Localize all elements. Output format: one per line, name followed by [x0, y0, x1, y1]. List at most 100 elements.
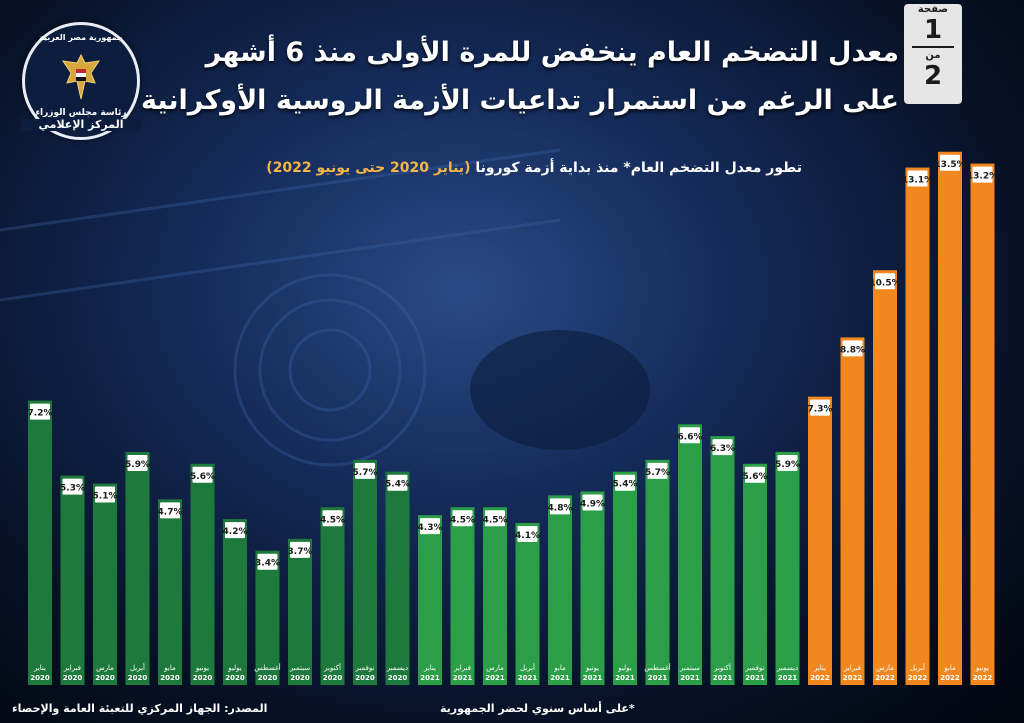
footnote: *على أساس سنوي لحضر الجمهورية [440, 702, 635, 715]
value-label-box-12 [387, 474, 408, 491]
value-label-20: 5.7% [645, 468, 670, 478]
value-label-box-10 [322, 510, 343, 527]
month-label-21: سبتمبر [679, 664, 700, 672]
bar-20 [645, 459, 670, 685]
year-label-1: 2020 [30, 674, 50, 682]
value-label-24: 5.9% [775, 460, 800, 470]
value-label-box-28 [907, 170, 928, 187]
bar-29 [938, 151, 962, 685]
month-label-26: فبراير [843, 664, 861, 672]
month-label-9: سبتمبر [289, 664, 310, 672]
month-label-16: أبريل [520, 663, 535, 672]
value-label-box-16 [517, 526, 538, 543]
month-label-10: أكتوبر [323, 663, 341, 672]
value-label-7: 4.2% [223, 527, 248, 537]
value-label-box-8 [257, 553, 278, 570]
year-label-9: 2020 [290, 674, 310, 682]
logo-top-text: جمهورية مصر العربية [39, 33, 123, 42]
bar-18 [580, 491, 605, 685]
logo-line2: المركز الإعلامي [21, 119, 141, 131]
year-label-26: 2022 [843, 674, 863, 682]
year-label-5: 2020 [160, 674, 180, 682]
value-label-14: 4.5% [450, 515, 475, 525]
subtitle-main: تطور معدل التضخم العام* منذ بداية أزمة ك… [475, 160, 802, 176]
year-label-29: 2022 [940, 674, 960, 682]
year-label-15: 2021 [485, 674, 505, 682]
month-label-4: أبريل [130, 663, 145, 672]
value-label-22: 6.3% [710, 444, 735, 454]
month-label-11: نوفمبر [355, 664, 375, 672]
chart-subtitle: تطور معدل التضخم العام* منذ بداية أزمة ك… [266, 160, 802, 176]
month-label-23: نوفمبر [745, 664, 765, 672]
logo-line1: رئاسة مجلس الوزراء [35, 108, 127, 118]
bar-27 [873, 270, 897, 685]
value-label-28: 13.1% [902, 176, 933, 186]
value-label-21: 6.6% [678, 432, 703, 442]
month-label-6: يونيو [195, 664, 209, 672]
year-label-23: 2021 [745, 674, 765, 682]
year-label-7: 2020 [225, 674, 245, 682]
source-note: المصدر: الجهاز المركزي للتعبئة العامة وا… [12, 702, 268, 715]
year-label-18: 2021 [583, 674, 603, 682]
value-label-box-18 [582, 494, 603, 511]
month-label-7: يوليو [227, 664, 241, 672]
year-label-3: 2020 [95, 674, 115, 682]
value-label-box-20 [647, 462, 668, 479]
value-label-box-2 [62, 478, 83, 495]
bar-21 [678, 424, 702, 685]
bar-3 [93, 483, 117, 685]
bar-10 [320, 507, 345, 685]
bar-22 [710, 436, 735, 685]
year-label-10: 2020 [323, 674, 343, 682]
title-line-2: على الرغم من استمرار تداعيات الأزمة الرو… [141, 85, 899, 116]
year-label-11: 2020 [355, 674, 375, 682]
year-label-20: 2021 [648, 674, 668, 682]
value-label-box-11 [355, 462, 375, 479]
bar-16 [515, 523, 540, 685]
year-label-8: 2020 [258, 674, 278, 682]
month-label-28: أبريل [910, 663, 925, 672]
value-label-5: 4.7% [158, 507, 183, 517]
value-label-box-22 [712, 439, 733, 456]
value-label-box-17 [550, 498, 570, 515]
value-label-23: 5.6% [743, 472, 768, 482]
value-label-box-3 [95, 486, 115, 503]
value-label-box-13 [420, 518, 440, 535]
year-label-27: 2022 [875, 674, 895, 682]
bar-30 [970, 163, 995, 686]
month-label-3: مارس [96, 664, 114, 672]
page-number: 1 [923, 15, 943, 45]
value-label-19: 5.4% [613, 480, 638, 490]
value-label-box-5 [160, 502, 180, 519]
value-label-4: 5.9% [125, 460, 150, 470]
value-label-box-9 [290, 541, 310, 558]
year-label-24: 2021 [778, 674, 798, 682]
month-label-20: أغسطس [644, 663, 671, 672]
value-label-box-26 [842, 340, 863, 357]
year-label-25: 2022 [810, 674, 830, 682]
month-label-29: مايو [943, 664, 956, 672]
bar-2 [60, 475, 85, 685]
bar-26 [840, 337, 865, 685]
month-label-15: مارس [486, 664, 504, 672]
year-label-28: 2022 [908, 674, 928, 682]
year-label-21: 2021 [680, 674, 700, 682]
month-label-25: يناير [813, 664, 826, 672]
year-label-19: 2021 [615, 674, 635, 682]
month-label-19: يوليو [617, 664, 631, 672]
page-total: 2 [923, 61, 943, 91]
bar-1 [28, 400, 52, 685]
bar-15 [483, 507, 507, 685]
value-label-25: 7.3% [808, 405, 833, 415]
month-label-12: ديسمبر [386, 664, 408, 672]
month-label-30: يونيو [975, 664, 989, 672]
month-label-18: يونيو [585, 664, 599, 672]
value-label-box-29 [940, 154, 960, 171]
value-label-11: 5.7% [353, 468, 378, 478]
value-label-15: 4.5% [483, 515, 508, 525]
value-label-17: 4.8% [548, 503, 573, 513]
value-label-box-30 [972, 166, 993, 183]
value-label-8: 3.4% [255, 559, 280, 569]
bar-12 [385, 471, 410, 685]
